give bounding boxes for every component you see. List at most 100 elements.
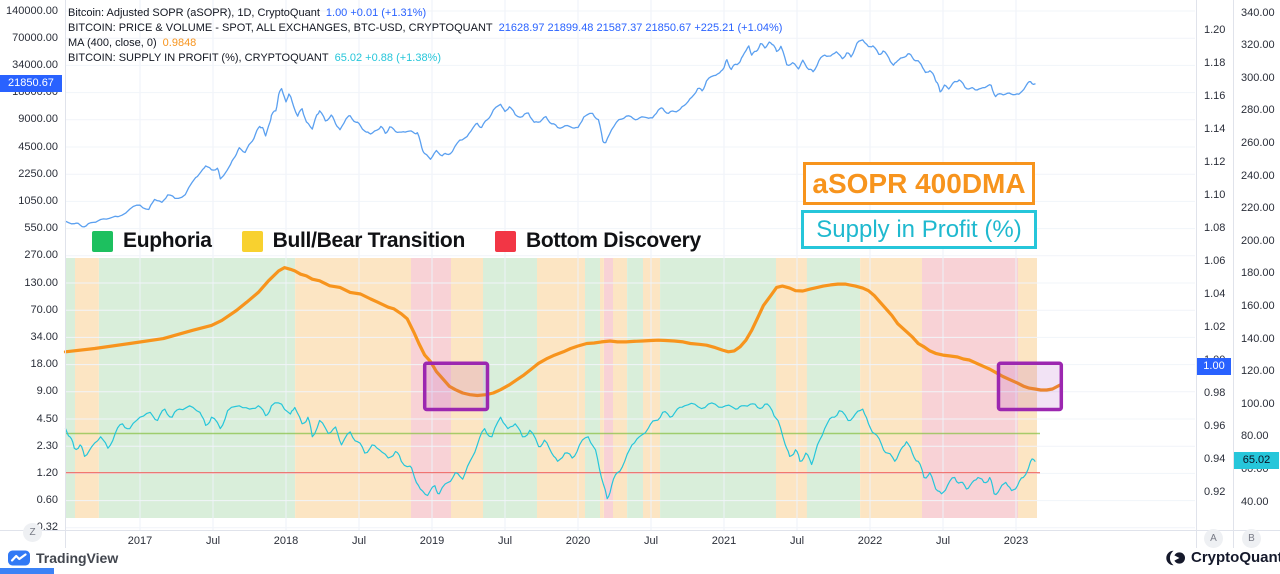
legend-row-label: BITCOIN: SUPPLY IN PROFIT (%), CRYPTOQUA… — [68, 52, 329, 64]
axis-tick-label: 270.00 — [24, 249, 58, 262]
supply-annotation-box: Supply in Profit (%) — [801, 210, 1037, 249]
axis-tick-label: 0.96 — [1204, 419, 1226, 432]
axis-tick-label: 2023 — [1003, 535, 1029, 547]
phase-band-transition — [600, 258, 604, 518]
axis-tick-label: 40.00 — [1241, 495, 1269, 508]
phase-band-transition — [643, 258, 661, 518]
axis-tick-label: 9.00 — [36, 385, 58, 398]
axis-tick-label: 2020 — [565, 535, 591, 547]
axis-tick-label: Jul — [205, 535, 221, 547]
ma-line — [63, 266, 1062, 398]
axis-tick-label: 1.16 — [1204, 89, 1226, 102]
legend-row-asopr[interactable]: Bitcoin: Adjusted SOPR (aSOPR), 1D, Cryp… — [68, 6, 782, 21]
legend-row-ma[interactable]: MA (400, close, 0) 0.9848 — [68, 36, 782, 51]
axis-tick-label: 18.00 — [30, 358, 58, 371]
axis-tick-label: Jul — [351, 535, 367, 547]
axis-tick-label: 70.00 — [30, 303, 58, 316]
legend-row-values: 65.02 +0.88 (+1.38%) — [334, 52, 442, 64]
price-axis[interactable]: 140000.00 70000.00 34000.00 18000.00 9000.00… — [0, 0, 62, 534]
asopr-value-badge: 1.00 — [1197, 358, 1231, 375]
legend-item-bottom: Bottom Discovery — [494, 229, 701, 253]
legend-row-label: MA (400, close, 0) — [68, 37, 157, 49]
axis-tick-label: 550.00 — [24, 222, 58, 235]
supply-axis[interactable]: 340.00 320.00 300.00 280.00 260.00 240.00 220.… — [1234, 0, 1280, 530]
price-value-badge: 21850.67 — [0, 75, 62, 92]
legend-row-label: BITCOIN: PRICE & VOLUME - SPOT, ALL EXCH… — [68, 22, 493, 34]
phase-band-transition — [295, 258, 411, 518]
axis-tick-label: 9000.00 — [18, 113, 58, 126]
phase-band-transition — [537, 258, 585, 518]
phase-band-bottom — [411, 258, 451, 518]
axis-tick-label: 1.10 — [1204, 188, 1226, 201]
axis-tick-label: 140.00 — [1241, 332, 1275, 345]
axis-tick-label: 0.60 — [36, 494, 58, 507]
right-axis2-border — [1233, 0, 1234, 548]
time-axis[interactable]: 2017 Jul 2018 Jul 2019 Jul 2020 Jul 2021 Jul 2022 J… — [0, 530, 1280, 548]
cryptoquant-logo[interactable]: CryptoQuant — [1166, 549, 1280, 566]
supply-value-badge: 65.02 — [1234, 452, 1279, 469]
axis-tick-label: Jul — [935, 535, 951, 547]
phase-band-euphoria — [99, 258, 296, 518]
time-axis-border — [0, 530, 1280, 531]
axis-tick-label: 0.98 — [1204, 386, 1226, 399]
axis-tick-label: 0.94 — [1204, 452, 1226, 465]
axis-tick-label: 120.00 — [1241, 365, 1275, 378]
symbol-legend: Bitcoin: Adjusted SOPR (aSOPR), 1D, Cryp… — [68, 6, 782, 66]
axis-tick-label: 180.00 — [1241, 267, 1275, 280]
axis-tick-label: 260.00 — [1241, 136, 1275, 149]
euphoria-swatch-icon — [92, 230, 113, 252]
axis-tick-label: 4500.00 — [18, 140, 58, 153]
bottom-swatch-icon — [494, 230, 516, 252]
axis-tick-label: 240.00 — [1241, 169, 1275, 182]
axis-tick-label: 1.06 — [1204, 254, 1226, 267]
highlight-rect — [996, 361, 1064, 412]
axis-tick-label: 2.30 — [36, 439, 58, 452]
axis-tick-label: Jul — [643, 535, 659, 547]
phase-band-transition — [75, 258, 99, 518]
axis-tick-label: 1.04 — [1204, 287, 1226, 300]
axis-tick-label: 34000.00 — [12, 58, 58, 71]
pane-b-button[interactable]: B — [1242, 529, 1261, 548]
tradingview-logo[interactable]: TradingView — [8, 550, 118, 566]
axis-tick-label: 1.12 — [1204, 155, 1226, 168]
highlight-rect — [422, 361, 490, 412]
axis-tick-label: 1.02 — [1204, 320, 1226, 333]
axis-tick-label: 1.08 — [1204, 221, 1226, 234]
axis-tick-label: 34.00 — [30, 330, 58, 343]
axis-tick-label: 160.00 — [1241, 299, 1275, 312]
tradingview-icon — [8, 550, 30, 566]
asopr-annotation-box: aSOPR 400DMA — [803, 162, 1035, 205]
phase-band-transition — [613, 258, 627, 518]
phase-band-euphoria — [65, 258, 76, 518]
axis-tick-label: 340.00 — [1241, 6, 1275, 19]
phase-band-euphoria — [660, 258, 776, 518]
legend-row-supply[interactable]: BITCOIN: SUPPLY IN PROFIT (%), CRYPTOQUA… — [68, 51, 782, 66]
phase-band-euphoria — [585, 258, 600, 518]
phase-legend: Euphoria Bull/Bear Transition Bottom Dis… — [92, 229, 701, 253]
axis-tick-label: 1.20 — [1204, 23, 1226, 36]
legend-row-price[interactable]: BITCOIN: PRICE & VOLUME - SPOT, ALL EXCH… — [68, 21, 782, 36]
axis-tick-label: 2022 — [857, 535, 883, 547]
transition-swatch-icon — [241, 230, 263, 252]
legend-item-transition: Bull/Bear Transition — [241, 229, 466, 253]
legend-row-values: 21628.97 21899.48 21587.37 21850.67 +225… — [498, 22, 783, 34]
axis-tick-label: 1.14 — [1204, 122, 1226, 135]
pane-z-button[interactable]: Z — [23, 523, 42, 542]
axis-tick-label: 2250.00 — [18, 167, 58, 180]
axis-tick-label: 200.00 — [1241, 234, 1275, 247]
legend-row-values: 0.9848 — [162, 37, 197, 49]
axis-tick-label: 80.00 — [1241, 430, 1269, 443]
phase-band-transition — [451, 258, 483, 518]
tradingview-label: TradingView — [36, 550, 119, 566]
axis-tick-label: 2021 — [711, 535, 737, 547]
asopr-axis[interactable]: 1.20 1.18 1.16 1.14 1.12 1.10 1.08 1.06 1.04 1.02… — [1197, 0, 1233, 530]
legend-item-label: Bull/Bear Transition — [272, 229, 466, 252]
axis-tick-label: 2018 — [273, 535, 299, 547]
axis-tick-label: 1.18 — [1204, 56, 1226, 69]
pane-a-button[interactable]: A — [1204, 529, 1223, 548]
axis-tick-label: 100.00 — [1241, 397, 1275, 410]
legend-item-label: Euphoria — [123, 229, 212, 252]
price-line — [64, 39, 1036, 228]
legend-row-label: Bitcoin: Adjusted SOPR (aSOPR), 1D, Cryp… — [68, 7, 320, 19]
